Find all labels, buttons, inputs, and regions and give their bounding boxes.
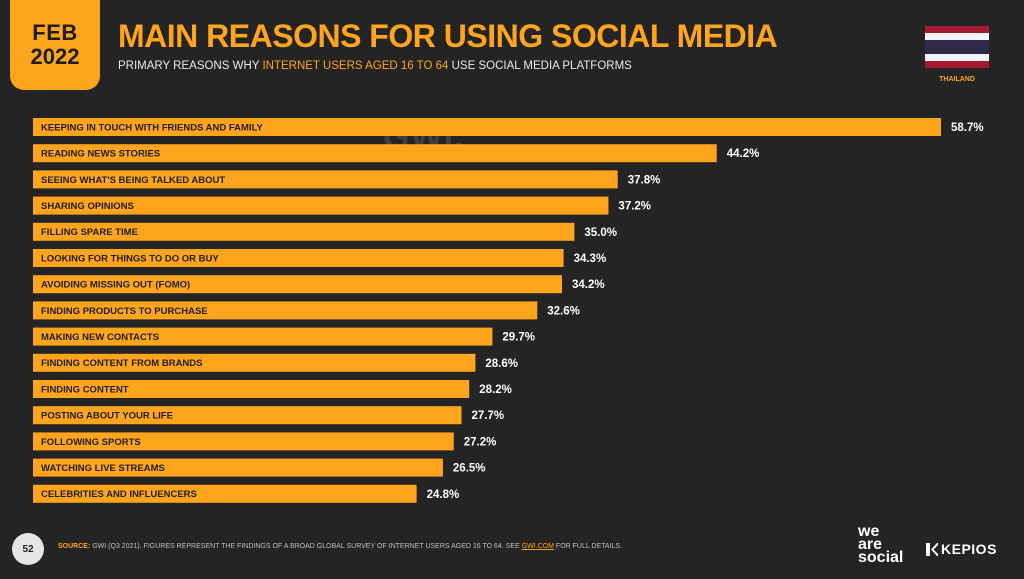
bar-category-label: KEEPING IN TOUCH WITH FRIENDS AND FAMILY xyxy=(41,122,264,133)
bar-value-label: 34.2% xyxy=(572,279,605,291)
bar-value-label: 35.0% xyxy=(584,227,617,239)
subtitle-suffix: USE SOCIAL MEDIA PLATFORMS xyxy=(448,60,632,72)
bar-8 xyxy=(33,301,538,320)
source-link[interactable]: GWI.COM xyxy=(521,543,554,550)
bar-category-label: AVOIDING MISSING OUT (FOMO) xyxy=(41,280,190,291)
bar-category-label: LOOKING FOR THINGS TO DO OR BUY xyxy=(41,253,219,264)
bar-7 xyxy=(33,275,563,294)
bar-value-label: 27.7% xyxy=(471,410,504,422)
kepios-k-icon xyxy=(926,542,938,556)
thailand-flag-icon xyxy=(925,26,989,68)
bar-1 xyxy=(33,118,941,136)
bar-value-label: 58.7% xyxy=(951,122,984,134)
bar-value-label: 27.2% xyxy=(464,436,497,448)
bar-category-label: MAKING NEW CONTACTS xyxy=(41,332,159,343)
bar-value-label: 24.8% xyxy=(427,489,460,501)
subtitle-prefix: PRIMARY REASONS WHY xyxy=(118,60,263,72)
bar-10 xyxy=(33,353,476,372)
bar-value-label: 32.6% xyxy=(547,305,580,317)
bar-value-label: 34.3% xyxy=(574,253,607,265)
bar-9 xyxy=(33,327,493,346)
logo-line-2: are xyxy=(858,536,883,553)
bar-13 xyxy=(33,432,454,451)
page-subtitle: PRIMARY REASONS WHY INTERNET USERS AGED … xyxy=(118,60,632,72)
bar-value-label: 26.5% xyxy=(453,463,486,475)
bar-11 xyxy=(33,380,470,398)
bar-14 xyxy=(33,458,443,477)
bar-5 xyxy=(33,222,575,241)
bar-4 xyxy=(33,196,609,215)
bar-category-label: FOLLOWING SPORTS xyxy=(41,437,141,448)
bar-6 xyxy=(33,249,564,267)
bar-value-label: 28.2% xyxy=(479,384,512,396)
bar-category-label: READING NEWS STORIES xyxy=(41,149,160,160)
bar-value-label: 37.2% xyxy=(618,201,651,213)
bar-category-label: POSTING ABOUT YOUR LIFE xyxy=(41,411,173,422)
bar-2 xyxy=(33,144,717,163)
bar-value-label: 44.2% xyxy=(727,148,760,160)
bar-12 xyxy=(33,406,462,425)
logo-line-1: we xyxy=(858,523,880,540)
source-note: SOURCE: GWI (Q3 2021). FIGURES REPRESENT… xyxy=(58,543,622,550)
subtitle-highlight: INTERNET USERS AGED 16 TO 64 xyxy=(262,60,449,72)
source-text: GWI (Q3 2021). FIGURES REPRESENT THE FIN… xyxy=(90,543,522,550)
bar-category-label: FINDING CONTENT xyxy=(41,384,129,395)
bar-category-label: SHARING OPINIONS xyxy=(41,201,134,212)
source-key: SOURCE: xyxy=(58,543,91,550)
badge-year: 2022 xyxy=(30,44,80,69)
bar-value-label: 37.8% xyxy=(628,174,661,186)
bar-category-label: FILLING SPARE TIME xyxy=(41,227,138,238)
logo-line-3: social xyxy=(858,549,904,566)
bar-15 xyxy=(33,484,417,503)
bar-category-label: FINDING PRODUCTS TO PURCHASE xyxy=(41,306,208,317)
date-badge: FEB 2022 xyxy=(10,0,100,90)
kepios-logo: KEPIOS xyxy=(926,541,997,557)
badge-month: FEB xyxy=(32,20,78,45)
bar-value-label: 28.6% xyxy=(485,358,518,370)
we-are-social-logo: we are social xyxy=(858,523,904,566)
bar-category-label: CELEBRITIES AND INFLUENCERS xyxy=(41,489,197,500)
bar-value-label: 29.7% xyxy=(502,332,535,344)
bar-3 xyxy=(33,170,618,189)
flag-country-label: THAILAND xyxy=(939,76,975,83)
source-tail: FOR FULL DETAILS. xyxy=(553,543,623,550)
kepios-text: KEPIOS xyxy=(941,541,997,557)
page-number: 52 xyxy=(12,533,44,565)
bar-category-label: WATCHING LIVE STREAMS xyxy=(41,463,165,474)
bar-category-label: SEEING WHAT'S BEING TALKED ABOUT xyxy=(41,175,225,186)
page-title: MAIN REASONS FOR USING SOCIAL MEDIA xyxy=(118,18,778,54)
bar-category-label: FINDING CONTENT FROM BRANDS xyxy=(41,358,203,369)
